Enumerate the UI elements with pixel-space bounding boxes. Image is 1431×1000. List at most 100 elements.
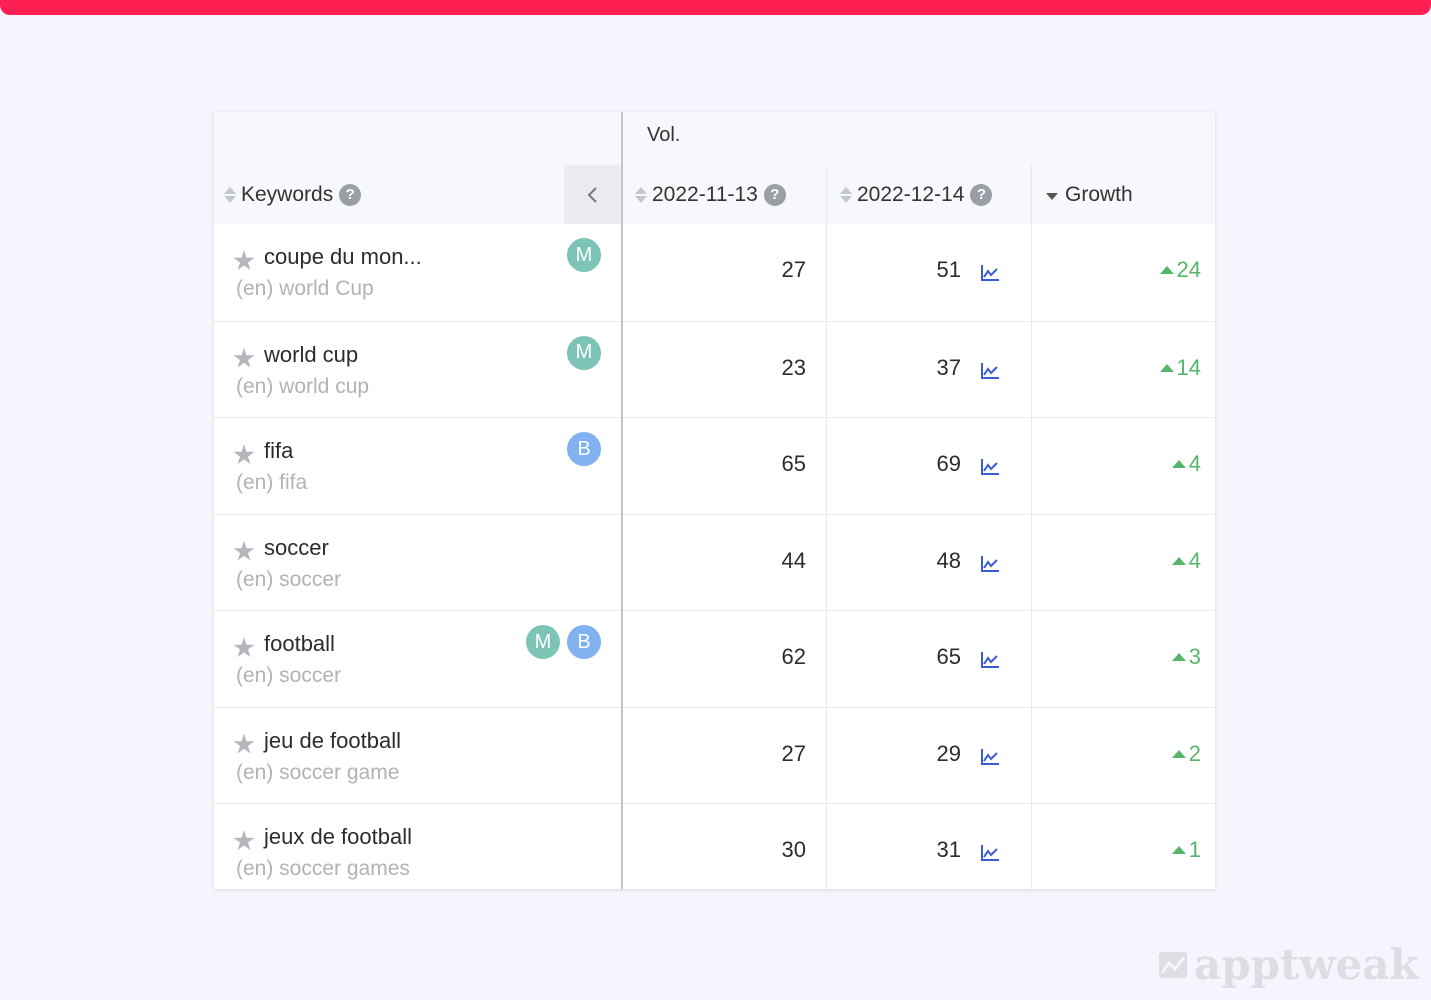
star-icon[interactable] bbox=[233, 830, 255, 851]
trend-chart-icon[interactable] bbox=[980, 651, 1000, 669]
date1-header-label: 2022-11-13 bbox=[652, 182, 758, 206]
keyword-translation: (en) soccer bbox=[236, 567, 342, 591]
star-icon[interactable] bbox=[233, 540, 255, 561]
growth-up-icon bbox=[1171, 846, 1186, 854]
header-group-row: Vol. bbox=[214, 112, 1215, 166]
growth-number: 4 bbox=[1188, 451, 1201, 476]
table-row[interactable]: football (en) soccer M B 62 65 3 bbox=[214, 610, 1215, 707]
avatar-badge: B bbox=[567, 432, 601, 466]
growth-up-icon bbox=[1171, 556, 1186, 565]
vol-date1-value: 62 bbox=[781, 644, 806, 669]
keyword-name: coupe du mon... bbox=[264, 244, 422, 269]
growth-number: 2 bbox=[1188, 740, 1201, 766]
keyword-name: fifa bbox=[264, 438, 294, 463]
keywords-column-header[interactable]: Keywords ? bbox=[224, 165, 362, 224]
growth-column-header[interactable]: Growth bbox=[1046, 165, 1133, 224]
sort-icon bbox=[635, 186, 647, 203]
growth-up-icon bbox=[1171, 460, 1186, 468]
vol-date1-value: 65 bbox=[781, 451, 806, 476]
trend-chart-icon[interactable] bbox=[980, 555, 1000, 573]
growth-up-icon bbox=[1159, 266, 1174, 274]
keyword-translation: (en) soccer game bbox=[236, 760, 400, 784]
growth-value: 4 bbox=[1171, 451, 1201, 477]
avatar-badge: M bbox=[567, 335, 601, 370]
vol-date2-value: 48 bbox=[936, 547, 961, 573]
growth-number: 4 bbox=[1188, 547, 1201, 573]
help-icon[interactable]: ? bbox=[970, 183, 993, 206]
keyword-translation: (en) world Cup bbox=[236, 277, 374, 300]
column-divider bbox=[826, 165, 827, 889]
keyword-translation: (en) soccer games bbox=[236, 857, 410, 880]
table-row[interactable]: world cup (en) world cup M 23 37 14 bbox=[214, 320, 1215, 418]
keyword-translation: (en) world cup bbox=[236, 374, 370, 398]
keyword-name: football bbox=[264, 631, 335, 656]
keyword-translation: (en) fifa bbox=[236, 471, 308, 494]
collapse-column-button[interactable] bbox=[564, 165, 622, 224]
column-divider bbox=[621, 112, 623, 889]
vol-date1-value: 44 bbox=[781, 547, 806, 573]
vol-date2-value: 29 bbox=[936, 740, 961, 766]
growth-value: 3 bbox=[1171, 644, 1201, 670]
growth-number: 1 bbox=[1188, 837, 1201, 862]
sort-desc-icon bbox=[1046, 193, 1058, 200]
table-row[interactable]: fifa (en) fifa B 65 69 4 bbox=[214, 417, 1215, 514]
trend-chart-icon[interactable] bbox=[980, 748, 1000, 766]
apptweak-logo-icon bbox=[1159, 951, 1187, 978]
vol-date2-value: 31 bbox=[936, 837, 961, 862]
table-row[interactable]: coupe du mon... (en) world Cup M 27 51 24 bbox=[214, 224, 1215, 320]
vol-group-label: Vol. bbox=[647, 124, 681, 146]
keyword-name: world cup bbox=[264, 341, 359, 367]
growth-number: 14 bbox=[1176, 354, 1201, 380]
star-icon[interactable] bbox=[233, 733, 255, 754]
vol-date1-value: 27 bbox=[781, 257, 806, 282]
date2-column-header[interactable]: 2022-12-14 ? bbox=[840, 165, 993, 224]
vol-date1-value: 30 bbox=[781, 837, 806, 862]
star-icon[interactable] bbox=[233, 637, 255, 658]
date2-header-label: 2022-12-14 bbox=[857, 182, 965, 206]
star-icon[interactable] bbox=[233, 444, 255, 465]
help-icon[interactable]: ? bbox=[763, 183, 786, 206]
keyword-translation: (en) soccer bbox=[236, 664, 342, 687]
avatar-badge: M bbox=[526, 625, 560, 659]
trend-chart-icon[interactable] bbox=[980, 458, 1000, 476]
table-row[interactable]: jeux de football (en) soccer games 30 31 1 bbox=[214, 803, 1215, 900]
vol-date2-value: 69 bbox=[936, 451, 961, 476]
vol-date2-value: 51 bbox=[936, 257, 961, 282]
star-icon[interactable] bbox=[233, 347, 255, 368]
apptweak-watermark: apptweak bbox=[1158, 940, 1419, 989]
avatar-badge: M bbox=[567, 238, 601, 272]
vol-date2-value: 65 bbox=[936, 644, 961, 669]
growth-value: 1 bbox=[1171, 837, 1201, 863]
star-icon[interactable] bbox=[233, 250, 255, 271]
keywords-header-label: Keywords bbox=[241, 182, 334, 206]
growth-up-icon bbox=[1159, 363, 1174, 372]
vol-date1-value: 23 bbox=[781, 354, 806, 380]
trend-chart-icon[interactable] bbox=[980, 362, 1000, 380]
date1-column-header[interactable]: 2022-11-13 ? bbox=[635, 165, 786, 224]
header-row: Keywords ? 2022-11-13 ? 2022-12-14 ? Gro… bbox=[214, 165, 1215, 224]
table-row[interactable]: jeu de football (en) soccer game 27 29 2 bbox=[214, 706, 1215, 804]
vol-date1-value: 27 bbox=[781, 740, 806, 766]
trend-chart-icon[interactable] bbox=[980, 844, 1000, 862]
table-row[interactable]: soccer (en) soccer 44 48 4 bbox=[214, 513, 1215, 611]
keyword-name: jeu de football bbox=[264, 727, 401, 753]
growth-value: 14 bbox=[1159, 354, 1201, 381]
growth-value: 24 bbox=[1159, 257, 1201, 283]
keyword-name: soccer bbox=[264, 534, 329, 560]
growth-value: 4 bbox=[1171, 547, 1201, 574]
column-divider bbox=[1031, 165, 1032, 889]
help-icon[interactable]: ? bbox=[339, 183, 362, 206]
chevron-left-icon bbox=[587, 186, 597, 203]
growth-value: 2 bbox=[1171, 740, 1201, 767]
top-accent-bar bbox=[0, 0, 1431, 15]
growth-up-icon bbox=[1171, 749, 1186, 758]
growth-header-label: Growth bbox=[1065, 182, 1133, 206]
growth-number: 3 bbox=[1188, 644, 1201, 669]
vol-date2-value: 37 bbox=[936, 354, 961, 380]
sort-icon bbox=[224, 186, 236, 203]
avatar-badge: B bbox=[567, 625, 601, 659]
keyword-name: jeux de football bbox=[264, 824, 412, 849]
trend-chart-icon[interactable] bbox=[980, 264, 1000, 282]
sort-icon bbox=[840, 186, 852, 203]
growth-number: 24 bbox=[1176, 257, 1201, 282]
